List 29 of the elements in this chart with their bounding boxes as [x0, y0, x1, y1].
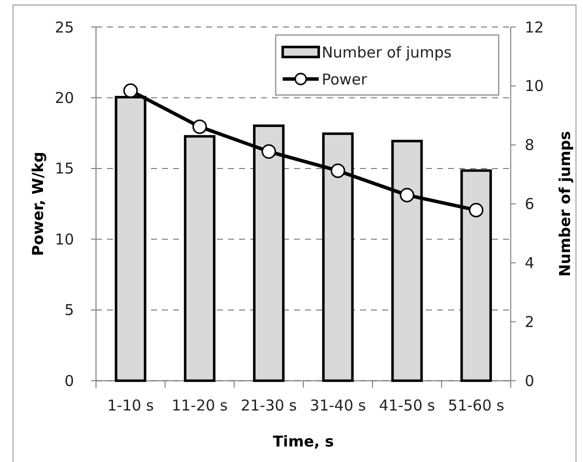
point: [330, 163, 346, 178]
y-tick-label: 15: [54, 160, 74, 178]
y2-tick-label: 2: [524, 313, 534, 331]
x-axis-title: Time, s: [272, 432, 334, 451]
point: [192, 119, 207, 134]
y-tick-label: 5: [64, 301, 74, 320]
x-tick-label: 51-60 s: [448, 396, 504, 415]
y-tick-label: 10: [54, 230, 74, 248]
y2-axis-title: Number of jumps: [556, 131, 574, 277]
y-axis-title: Power, W/kg: [29, 152, 47, 256]
x-tick-label: 31-40 s: [310, 396, 366, 415]
legend-label: Number of jumps: [322, 43, 452, 62]
y2-tick-label: 10: [524, 77, 544, 96]
x-tick-label: 41-50 s: [378, 396, 436, 415]
point: [262, 144, 276, 159]
point: [400, 188, 414, 202]
y-tick-label: 20: [54, 88, 74, 107]
x-tick-label: 1-10 s: [107, 396, 154, 415]
point: [468, 202, 484, 218]
y-tick-label: 25: [54, 18, 74, 36]
y2-tick-label: 0: [524, 372, 534, 390]
y2-tick-label: 8: [524, 136, 534, 154]
legend-label: Power: [322, 70, 368, 88]
y-tick-label: 0: [64, 372, 74, 390]
x-tick-label: 21-30 s: [240, 396, 298, 415]
x-tick-label: 11-20 s: [172, 396, 228, 415]
y2-tick-label: 12: [524, 18, 544, 36]
y2-tick-label: 4: [524, 254, 534, 272]
y2-tick-label: 6: [524, 195, 534, 214]
